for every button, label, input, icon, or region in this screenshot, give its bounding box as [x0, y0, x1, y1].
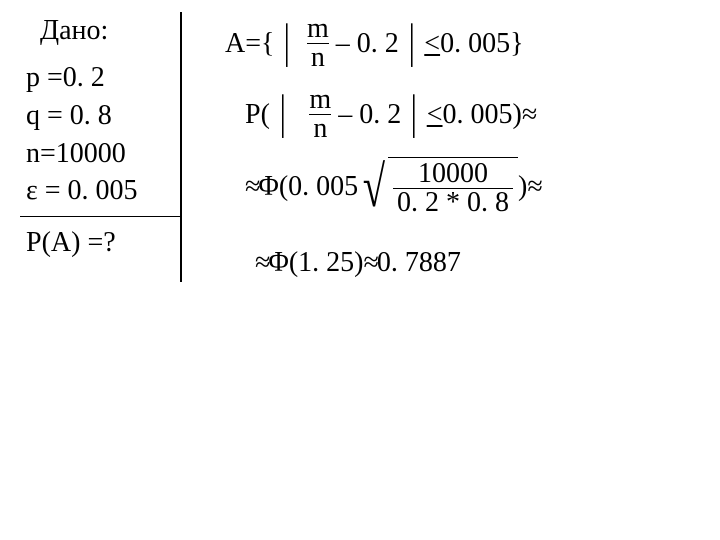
page-container: Дано: p =0. 2 q = 0. 8 n=10000 ε = 0. 00…	[0, 0, 720, 291]
approx-symbol: ≈	[364, 249, 377, 277]
solution-column: A={ │ m n – 0. 2 │ < 0. 005} P( │ m n – …	[190, 15, 541, 291]
approx-symbol: ≈	[255, 249, 268, 277]
event-definition-row: A={ │ m n – 0. 2 │ < 0. 005}	[225, 15, 541, 72]
r1-prefix: A={	[225, 30, 274, 58]
abs-bar-icon: │	[275, 97, 290, 133]
r2-end: 0. 005)	[443, 101, 522, 129]
result-row: ≈ Φ(1. 25) ≈ 0. 7887	[255, 249, 541, 277]
abs-bar-icon: │	[280, 26, 295, 62]
le-symbol: <	[424, 30, 440, 58]
approx-symbol: ≈	[245, 173, 258, 201]
r3-close: )	[518, 173, 527, 201]
frac-den: n	[307, 43, 329, 72]
phi-sqrt-row: ≈ Φ(0. 005 √ 10000 0. 2 * 0. 8 ) ≈	[245, 157, 541, 217]
le-symbol: <	[427, 101, 443, 129]
abs-bar-icon: │	[406, 97, 421, 133]
probability-row: P( │ m n – 0. 2 │ < 0. 005) ≈	[245, 86, 541, 143]
r4-phi: Φ(1. 25)	[268, 249, 363, 277]
radical-icon: √	[363, 164, 385, 210]
approx-symbol: ≈	[527, 173, 540, 201]
given-eps: ε = 0. 005	[26, 172, 182, 210]
frac-num: m	[303, 15, 333, 43]
frac-num: m	[305, 86, 335, 114]
find-line: P(A) =?	[20, 227, 190, 259]
frac-den: n	[309, 114, 331, 143]
r2-prefix: P(	[245, 101, 270, 129]
r1-end: 0. 005}	[440, 30, 523, 58]
sqrt-body: 10000 0. 2 * 0. 8	[388, 157, 518, 217]
r3-phi: Φ(0. 005	[258, 173, 358, 201]
sqrt-den: 0. 2 * 0. 8	[393, 188, 513, 217]
horizontal-divider	[20, 216, 180, 217]
approx-symbol: ≈	[522, 101, 535, 129]
given-p: p =0. 2	[26, 59, 182, 97]
abs-bar-icon: │	[404, 26, 419, 62]
r2-mid: – 0. 2	[338, 101, 401, 129]
r1-mid: – 0. 2	[336, 30, 399, 58]
given-n: n=10000	[26, 135, 182, 173]
sqrt-expression: √ 10000 0. 2 * 0. 8	[358, 157, 518, 217]
sqrt-fraction: 10000 0. 2 * 0. 8	[393, 160, 513, 217]
given-column: Дано: p =0. 2 q = 0. 8 n=10000 ε = 0. 00…	[20, 15, 190, 291]
given-title: Дано:	[40, 15, 190, 47]
sqrt-num: 10000	[414, 160, 492, 188]
given-q: q = 0. 8	[26, 97, 182, 135]
fraction-m-n: m n	[303, 15, 333, 72]
fraction-m-n: m n	[305, 86, 335, 143]
given-block: p =0. 2 q = 0. 8 n=10000 ε = 0. 005	[20, 59, 190, 210]
r4-val: 0. 7887	[377, 249, 461, 277]
